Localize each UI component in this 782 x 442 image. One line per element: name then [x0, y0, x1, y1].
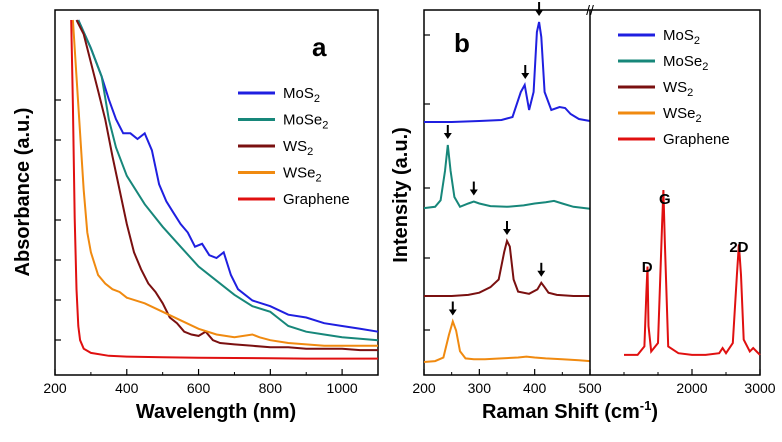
panel-a-series-ws2 [75, 19, 378, 352]
panel-a-series-group [70, 19, 379, 360]
panel-a-y-axis-title: Absorbance (a.u.) [12, 108, 34, 277]
panel-b-y-ticks [424, 34, 430, 331]
panel-a-series-wse2 [71, 19, 378, 347]
panel-b-peak-arrow-head [448, 309, 457, 316]
panel-b-peak-arrows [443, 2, 546, 316]
panel-b-plot-area [423, 9, 761, 376]
panel-a-legend-label-wse2: WSe2 [283, 165, 322, 185]
panel-a-x-tick-label: 600 [187, 380, 211, 396]
panel-b-legend-label-mos2: MoS2 [663, 27, 700, 47]
panel-a-x-tick-label: 1000 [327, 380, 358, 396]
panel-a-series-graphene [70, 19, 378, 360]
panel-b-series-mos2 [424, 21, 591, 123]
panel-a-legend-label-graphene: Graphene [283, 191, 350, 208]
panel-b-axis-break: // [586, 2, 594, 18]
panel-b-x-tick-label: 3000 [744, 380, 775, 396]
panel-b-peak-arrow-head [443, 133, 452, 139]
panel-b-x-tick-label: 500 [578, 380, 602, 396]
panel-b-y-axis-title: Intensity (a.u.) [390, 127, 412, 263]
panel-a-x-axis-title: Wavelength (nm) [136, 401, 296, 423]
panel-b-x-tick-label: 200 [412, 380, 436, 396]
panel-b-peak-arrow-head [535, 10, 544, 16]
panel-b-peak-label-d: D [642, 259, 653, 276]
panel-b-peak-arrow-head [537, 270, 546, 277]
panel-b-legend-label-graphene: Graphene [663, 131, 730, 148]
panel-b-peak-arrow-head [469, 189, 478, 196]
panel-a-x-tick-label: 200 [43, 380, 67, 396]
panel-a-x-ticks: 200 400 600 800 1000 [43, 369, 379, 396]
panel-b-peak-arrow-head [503, 229, 511, 235]
panel-a-series-mose2 [77, 19, 379, 342]
panel-a-x-tick-label: 800 [259, 380, 283, 396]
panel-a-legend-label-ws2: WS2 [283, 138, 313, 158]
panel-a-legend-label-mose2: MoSe2 [283, 112, 328, 132]
panel-b-legend: MoS2 MoSe2 WS2 WSe2 Graphene [618, 27, 730, 148]
panel-a-plot-area [54, 9, 379, 376]
panel-b-legend-label-mose2: MoSe2 [663, 53, 708, 73]
panel-b-series-ws2 [424, 238, 590, 297]
panel-a-y-ticks [55, 99, 61, 341]
panel-a-legend: MoS2 MoSe2 WS2 WSe2 Graphene [238, 85, 350, 208]
panel-b-legend-label-ws2: WS2 [663, 79, 693, 99]
panel-a-letter: a [312, 32, 327, 62]
panel-a-legend-label-mos2: MoS2 [283, 85, 320, 105]
panel-b-legend-label-wse2: WSe2 [663, 105, 702, 125]
panel-b-series-graphene [624, 189, 761, 356]
panel-b-x-tick-label: 400 [523, 380, 547, 396]
panel-b-series-wse2 [423, 318, 591, 363]
panel-b-peak-arrow-head [521, 73, 530, 79]
panel-b-peak-labels: D G 2D [642, 191, 749, 276]
panel-b-letter: b [454, 28, 470, 58]
panel-b-peak-label-g: G [659, 191, 671, 208]
panel-b-x-tick-label: 300 [468, 380, 492, 396]
panel-b-x-tick-label: 2000 [676, 380, 707, 396]
panel-b-series-mose2 [423, 144, 591, 210]
panel-b-series-group [423, 21, 761, 363]
panel-a-x-tick-label: 400 [115, 380, 139, 396]
panel-b-x-ticks: 200 300 400 500 2000 3000 [412, 10, 776, 396]
panel-b-peak-label-2d: 2D [729, 239, 748, 256]
panel-b-x-axis-title: Raman Shift (cm-1) [482, 398, 658, 423]
panel-a-series-mos2 [77, 19, 379, 333]
